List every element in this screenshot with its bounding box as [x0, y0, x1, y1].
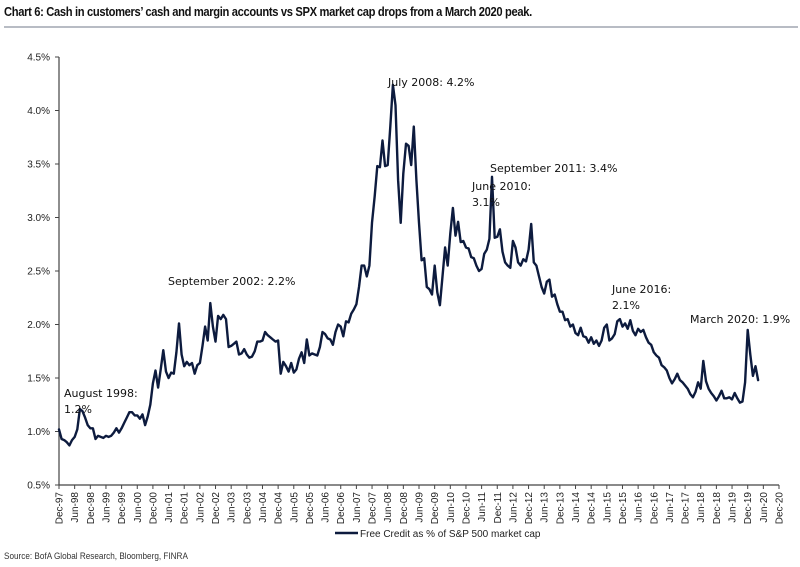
- x-tick-label: Jun-15: [602, 492, 613, 523]
- annotation-label: September 2002: 2.2%: [168, 275, 295, 288]
- x-tick-label: Dec-00: [148, 492, 159, 525]
- y-tick-label: 2.0%: [27, 320, 50, 331]
- x-tick-label: Dec-98: [86, 492, 97, 525]
- x-tick-label: Jun-19: [728, 492, 739, 523]
- annotation-label: July 2008: 4.2%: [387, 76, 474, 89]
- annotation-label: March 2020: 1.9%: [690, 313, 790, 326]
- x-tick-label: Jun-10: [446, 492, 457, 523]
- x-tick-label: Dec-13: [555, 492, 566, 525]
- legend-label: Free Credit as % of S&P 500 market cap: [360, 529, 541, 540]
- y-tick-label: 2.5%: [27, 267, 50, 278]
- x-tick-label: Dec-16: [649, 492, 660, 525]
- legend: Free Credit as % of S&P 500 market cap: [335, 529, 541, 540]
- x-tick-label: Dec-12: [524, 492, 535, 525]
- x-tick-label: Jun-14: [571, 492, 582, 523]
- source-note: Source: BofA Global Research, Bloomberg,…: [4, 551, 188, 562]
- x-tick-label: Dec-01: [180, 492, 191, 525]
- x-tick-label: Dec-17: [681, 492, 692, 525]
- y-tick-label: 1.0%: [27, 427, 50, 438]
- x-tick-label: Dec-05: [305, 492, 316, 525]
- y-tick-label: 3.0%: [27, 213, 50, 224]
- y-tick-label: 0.5%: [27, 481, 50, 492]
- annotation-label: August 1998: 1.2%: [64, 387, 138, 416]
- x-tick-label: Dec-20: [775, 492, 786, 525]
- x-tick-label: Jun-08: [383, 492, 394, 523]
- x-tick-label: Dec-03: [242, 492, 253, 525]
- x-tick-label: Dec-07: [368, 492, 379, 525]
- x-tick-label: Jun-07: [352, 492, 363, 523]
- x-tick-label: Jun-20: [759, 492, 770, 523]
- series-line: [57, 83, 760, 447]
- x-tick-label: Dec-08: [399, 492, 410, 525]
- chart-title: Chart 6: Cash in customers’ cash and mar…: [4, 4, 532, 19]
- y-tick-label: 4.0%: [27, 106, 50, 117]
- x-tick-label: Jun-01: [164, 492, 175, 523]
- x-tick-label: Jun-00: [133, 492, 144, 523]
- x-tick-label: Jun-04: [258, 492, 269, 523]
- x-tick-label: Dec-97: [55, 492, 66, 525]
- x-tick-label: Dec-09: [430, 492, 441, 525]
- y-axis: 0.5% 1.0% 1.5% 2.0% 2.5% 3.0% 3.5% 4.0% 4.5%: [27, 53, 60, 492]
- x-tick-label: Jun-98: [70, 492, 81, 523]
- x-axis: Dec-97 Jun-98 Dec-98 Jun-99 Dec-99 Jun-00 Dec-…: [55, 484, 786, 525]
- x-tick-label: Jun-02: [195, 492, 206, 523]
- y-tick-label: 4.5%: [27, 53, 50, 64]
- y-tick-label: 3.5%: [27, 160, 50, 171]
- annotation-label: September 2011: 3.4%: [490, 162, 617, 175]
- x-tick-label: Dec-11: [493, 492, 504, 524]
- x-tick-label: Jun-09: [415, 492, 426, 523]
- x-tick-label: Jun-12: [508, 492, 519, 523]
- annotations-layer: August 1998: 1.2% September 2002: 2.2% July…: [64, 76, 790, 416]
- annotation-label: June 2016: 2.1%: [611, 283, 671, 312]
- title-divider: [4, 26, 798, 28]
- x-tick-label: Jun-17: [665, 492, 676, 523]
- x-tick-label: Dec-14: [587, 492, 598, 525]
- x-tick-label: Jun-03: [227, 492, 238, 523]
- x-tick-label: Dec-99: [117, 492, 128, 525]
- x-tick-label: Jun-05: [289, 492, 300, 523]
- x-tick-label: Dec-02: [211, 492, 222, 525]
- x-tick-label: Jun-99: [101, 492, 112, 523]
- x-tick-label: Dec-19: [743, 492, 754, 525]
- x-tick-label: Jun-06: [321, 492, 332, 523]
- y-tick-label: 1.5%: [27, 374, 50, 385]
- annotation-label: June 2010: 3.1%: [471, 180, 531, 209]
- x-tick-label: Jun-18: [696, 492, 707, 523]
- x-tick-label: Dec-06: [336, 492, 347, 525]
- x-tick-label: Dec-18: [712, 492, 723, 525]
- x-tick-label: Jun-16: [634, 492, 645, 523]
- x-tick-label: Jun-13: [540, 492, 551, 523]
- x-tick-label: Dec-15: [618, 492, 629, 525]
- x-tick-label: Dec-04: [274, 492, 285, 525]
- x-tick-label: Dec-10: [461, 492, 472, 525]
- series-layer: [57, 83, 760, 447]
- x-tick-label: Jun-11: [477, 492, 488, 522]
